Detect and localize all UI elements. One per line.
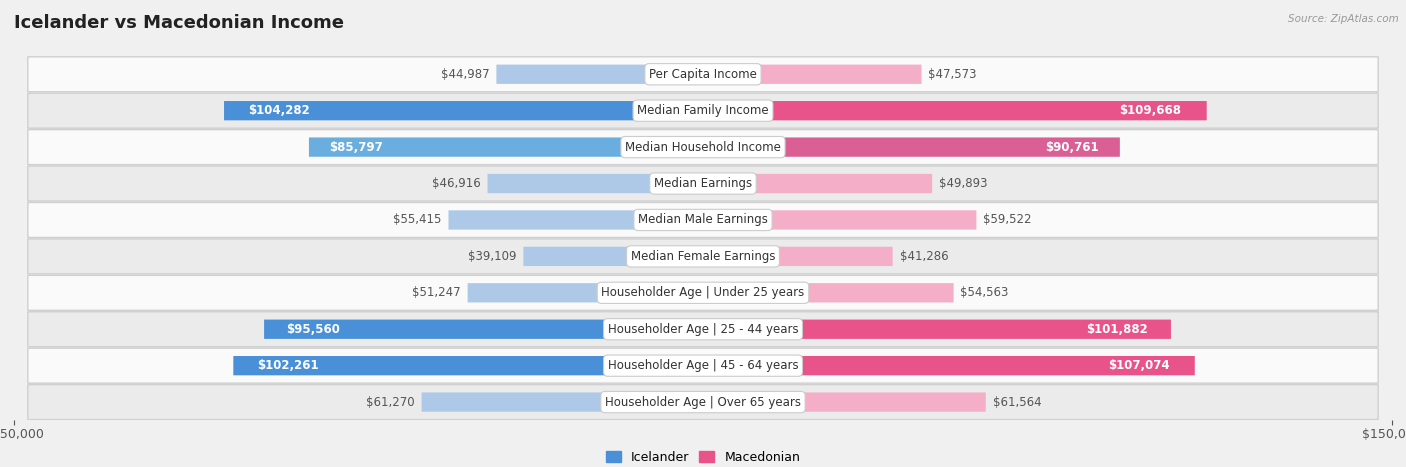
FancyBboxPatch shape xyxy=(28,166,1378,201)
FancyBboxPatch shape xyxy=(422,392,703,412)
Text: Median Female Earnings: Median Female Earnings xyxy=(631,250,775,263)
FancyBboxPatch shape xyxy=(28,93,1378,128)
Text: $41,286: $41,286 xyxy=(900,250,948,263)
Text: Icelander vs Macedonian Income: Icelander vs Macedonian Income xyxy=(14,14,344,32)
Text: $54,563: $54,563 xyxy=(960,286,1010,299)
FancyBboxPatch shape xyxy=(28,203,1378,237)
FancyBboxPatch shape xyxy=(703,356,1195,375)
Text: Median Household Income: Median Household Income xyxy=(626,141,780,154)
FancyBboxPatch shape xyxy=(703,137,1119,157)
FancyBboxPatch shape xyxy=(703,174,932,193)
FancyBboxPatch shape xyxy=(523,247,703,266)
Text: $104,282: $104,282 xyxy=(247,104,309,117)
Text: Per Capita Income: Per Capita Income xyxy=(650,68,756,81)
FancyBboxPatch shape xyxy=(703,247,893,266)
FancyBboxPatch shape xyxy=(703,64,921,84)
FancyBboxPatch shape xyxy=(28,348,1378,383)
Text: $90,761: $90,761 xyxy=(1046,141,1099,154)
Text: Householder Age | 25 - 44 years: Householder Age | 25 - 44 years xyxy=(607,323,799,336)
FancyBboxPatch shape xyxy=(224,101,703,120)
FancyBboxPatch shape xyxy=(703,101,1206,120)
FancyBboxPatch shape xyxy=(28,312,1378,347)
Text: Median Family Income: Median Family Income xyxy=(637,104,769,117)
FancyBboxPatch shape xyxy=(703,392,986,412)
FancyBboxPatch shape xyxy=(703,283,953,303)
Text: Householder Age | 45 - 64 years: Householder Age | 45 - 64 years xyxy=(607,359,799,372)
Text: Householder Age | Under 25 years: Householder Age | Under 25 years xyxy=(602,286,804,299)
FancyBboxPatch shape xyxy=(703,319,1171,339)
Text: Householder Age | Over 65 years: Householder Age | Over 65 years xyxy=(605,396,801,409)
Text: $61,564: $61,564 xyxy=(993,396,1042,409)
Text: $102,261: $102,261 xyxy=(257,359,318,372)
FancyBboxPatch shape xyxy=(468,283,703,303)
FancyBboxPatch shape xyxy=(449,210,703,230)
FancyBboxPatch shape xyxy=(488,174,703,193)
Text: $61,270: $61,270 xyxy=(366,396,415,409)
FancyBboxPatch shape xyxy=(28,57,1378,92)
FancyBboxPatch shape xyxy=(28,276,1378,310)
Text: $107,074: $107,074 xyxy=(1108,359,1170,372)
Text: $101,882: $101,882 xyxy=(1085,323,1147,336)
FancyBboxPatch shape xyxy=(28,239,1378,274)
Text: Median Earnings: Median Earnings xyxy=(654,177,752,190)
Text: $46,916: $46,916 xyxy=(432,177,481,190)
FancyBboxPatch shape xyxy=(28,130,1378,164)
Text: Source: ZipAtlas.com: Source: ZipAtlas.com xyxy=(1288,14,1399,24)
FancyBboxPatch shape xyxy=(28,385,1378,419)
Text: $85,797: $85,797 xyxy=(329,141,382,154)
Text: $44,987: $44,987 xyxy=(441,68,489,81)
Legend: Icelander, Macedonian: Icelander, Macedonian xyxy=(600,446,806,467)
FancyBboxPatch shape xyxy=(233,356,703,375)
Text: $109,668: $109,668 xyxy=(1119,104,1181,117)
FancyBboxPatch shape xyxy=(496,64,703,84)
Text: $59,522: $59,522 xyxy=(983,213,1032,226)
FancyBboxPatch shape xyxy=(309,137,703,157)
Text: $55,415: $55,415 xyxy=(394,213,441,226)
Text: $39,109: $39,109 xyxy=(468,250,516,263)
Text: $49,893: $49,893 xyxy=(939,177,987,190)
Text: Median Male Earnings: Median Male Earnings xyxy=(638,213,768,226)
FancyBboxPatch shape xyxy=(703,210,976,230)
Text: $47,573: $47,573 xyxy=(928,68,977,81)
FancyBboxPatch shape xyxy=(264,319,703,339)
Text: $51,247: $51,247 xyxy=(412,286,461,299)
Text: $95,560: $95,560 xyxy=(285,323,340,336)
